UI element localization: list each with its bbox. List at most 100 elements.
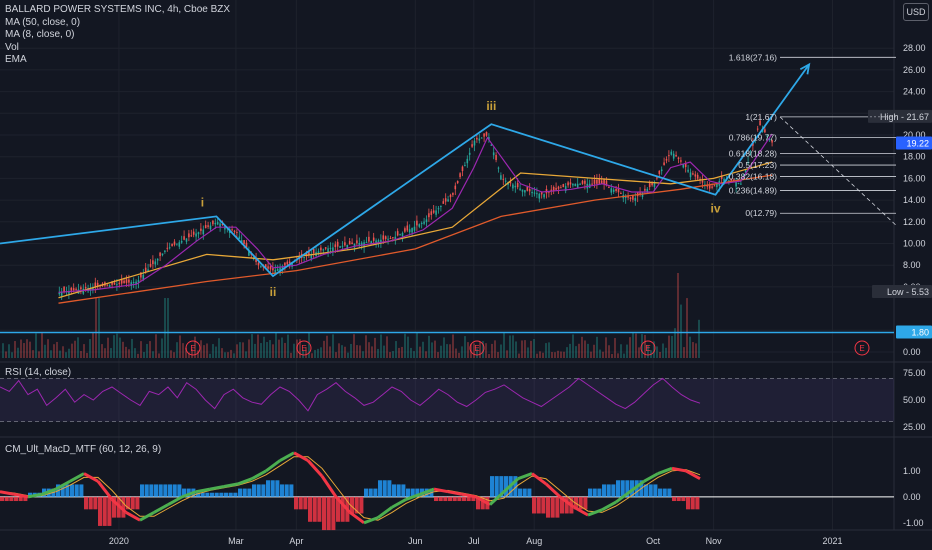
volume-bar (608, 345, 610, 358)
rsi-label[interactable]: RSI (14, close) (5, 367, 72, 378)
volume-bar (581, 336, 583, 358)
candle-body (708, 184, 711, 189)
candle-body (111, 281, 113, 285)
macd-histogram-bar (135, 496, 140, 510)
volume-bar (278, 339, 280, 358)
candle-body (341, 245, 344, 247)
candle-body (380, 239, 382, 243)
volume-bar (596, 336, 598, 358)
volume-bar (2, 343, 4, 358)
candle-body (452, 192, 454, 195)
volume-bar (164, 298, 166, 358)
macd-line-segment (251, 469, 267, 481)
indicator-ma50[interactable]: MA (50, close, 0) (5, 16, 81, 28)
earnings-label: E (301, 344, 306, 353)
macd-histogram-bar (303, 496, 308, 510)
earnings-circle (469, 340, 485, 356)
macd-line-segment (629, 480, 645, 493)
candle-body (305, 252, 308, 257)
candle-body (670, 151, 673, 155)
fib-label: 0.236(14.89) (729, 185, 777, 195)
volume-bar (419, 346, 421, 358)
macd-histogram-bar (438, 496, 443, 502)
volume-bar (452, 334, 454, 358)
candle-body (651, 182, 653, 186)
macd-histogram-bar (620, 480, 625, 497)
macd-histogram-bar (219, 492, 224, 497)
candle-body (178, 242, 181, 247)
price-tick-label: 24.00 (903, 87, 926, 97)
indicator-vol[interactable]: Vol (5, 41, 19, 53)
macd-histogram-bar (676, 496, 681, 502)
candle-body (644, 188, 646, 191)
macd-histogram-bar (602, 484, 607, 497)
candle-body (140, 272, 142, 278)
volume-bar (290, 352, 292, 358)
macd-histogram-bar (378, 480, 383, 497)
candle-body (692, 173, 694, 175)
candle-body (404, 228, 406, 232)
candle-body (336, 241, 339, 247)
volume-bar (569, 343, 571, 358)
candle-body (747, 162, 749, 164)
candle-body (632, 194, 634, 200)
fib-label: 0.786(19.77) (729, 132, 777, 142)
candle-body (687, 169, 689, 172)
volume-bar (536, 353, 538, 358)
wave-label-iv: iv (711, 202, 721, 216)
candle-body (70, 287, 73, 291)
currency-button[interactable]: USD (903, 3, 929, 21)
volume-bar (449, 344, 451, 358)
candle-body (596, 179, 598, 184)
volume-bar (515, 341, 517, 358)
candle-body (279, 267, 281, 272)
candle-body (173, 241, 176, 245)
volume-bar (467, 342, 469, 358)
macd-histogram-bar (294, 496, 299, 510)
candle-body (80, 287, 82, 290)
macd-histogram-bar (289, 484, 294, 497)
volume-bar (632, 332, 634, 358)
volume-bar (77, 337, 79, 358)
ema-line (58, 174, 773, 304)
macd-line-segment (167, 495, 183, 506)
fib-label: 0(12.79) (745, 208, 777, 218)
candle-body (418, 224, 421, 227)
candle-body (123, 280, 125, 284)
candle-body (495, 155, 497, 161)
volume-bar (548, 342, 550, 358)
macd-label[interactable]: CM_Ult_MacD_MTF (60, 12, 26, 9) (5, 444, 162, 455)
volume-bar (698, 319, 700, 358)
macd-line-segment (377, 506, 393, 519)
candle-body (128, 279, 130, 283)
volume-bar (47, 339, 49, 358)
candle-body (471, 144, 473, 147)
candle-body (428, 213, 430, 218)
candle-body (82, 288, 85, 294)
macd-histogram-bar (163, 484, 168, 497)
candle-body (723, 178, 725, 183)
macd-histogram-bar (653, 484, 658, 497)
macd-histogram-bar (331, 496, 336, 531)
candle-body (209, 225, 212, 230)
earnings-label: E (859, 344, 864, 353)
indicator-ema[interactable]: EMA (5, 54, 27, 65)
high-badge-bg (868, 109, 932, 123)
volume-bar (593, 344, 595, 358)
macd-histogram-bar (140, 484, 145, 497)
macd-histogram-bar (149, 484, 154, 497)
macd-histogram-bar (126, 496, 131, 510)
macd-histogram-bar (317, 496, 322, 522)
macd-histogram-bar (130, 496, 135, 510)
indicator-ma8[interactable]: MA (8, close, 0) (5, 29, 75, 40)
candle-body (389, 238, 392, 240)
candle-body (677, 157, 680, 160)
price-tick-label: 0.00 (903, 347, 921, 357)
volume-bar (317, 348, 319, 358)
volume-bar (191, 348, 193, 358)
candle-body (377, 240, 380, 243)
volume-bar (506, 350, 508, 358)
candle-body (488, 137, 490, 140)
macd-histogram-bar (592, 488, 597, 497)
macd-histogram-bar (658, 488, 663, 497)
